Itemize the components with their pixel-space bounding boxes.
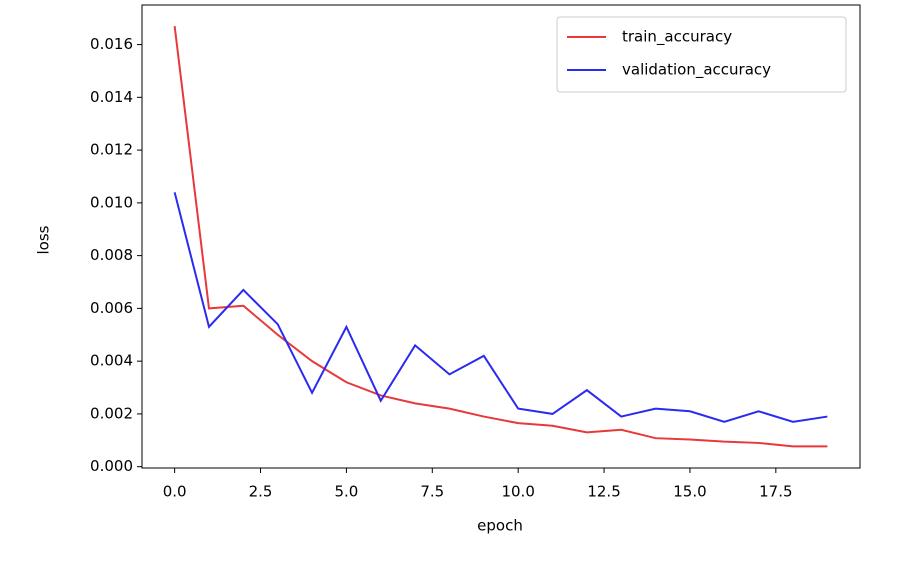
x-tick-label: 15.0 [673,483,706,501]
plot-frame [141,4,861,469]
x-tick-label: 17.5 [759,483,792,501]
x-tick-label: 5.0 [334,483,358,501]
x-tick-label: 0.0 [163,483,187,501]
series-line [173,192,828,423]
y-tick-label: 0.002 [90,404,133,422]
legend-box [556,16,847,93]
x-tick-label: 7.5 [420,483,444,501]
y-tick-label: 0.008 [90,246,133,264]
series-line [173,25,828,448]
x-tick-label: 12.5 [587,483,620,501]
x-tick-label: 2.5 [249,483,273,501]
y-tick-label: 0.006 [90,299,133,317]
y-tick-label: 0.014 [90,88,133,106]
y-tick-label: 0.012 [90,141,133,159]
y-tick-label: 0.000 [90,457,133,475]
y-tick-label: 0.016 [90,35,133,53]
legend-label: validation_accuracy [622,61,771,80]
y-tick-label: 0.004 [90,352,133,370]
y-axis-label: loss [35,225,53,254]
x-tick-label: 10.0 [501,483,534,501]
legend-label: train_accuracy [622,28,732,47]
x-axis-label: epoch [477,517,523,535]
y-tick-label: 0.010 [90,193,133,211]
